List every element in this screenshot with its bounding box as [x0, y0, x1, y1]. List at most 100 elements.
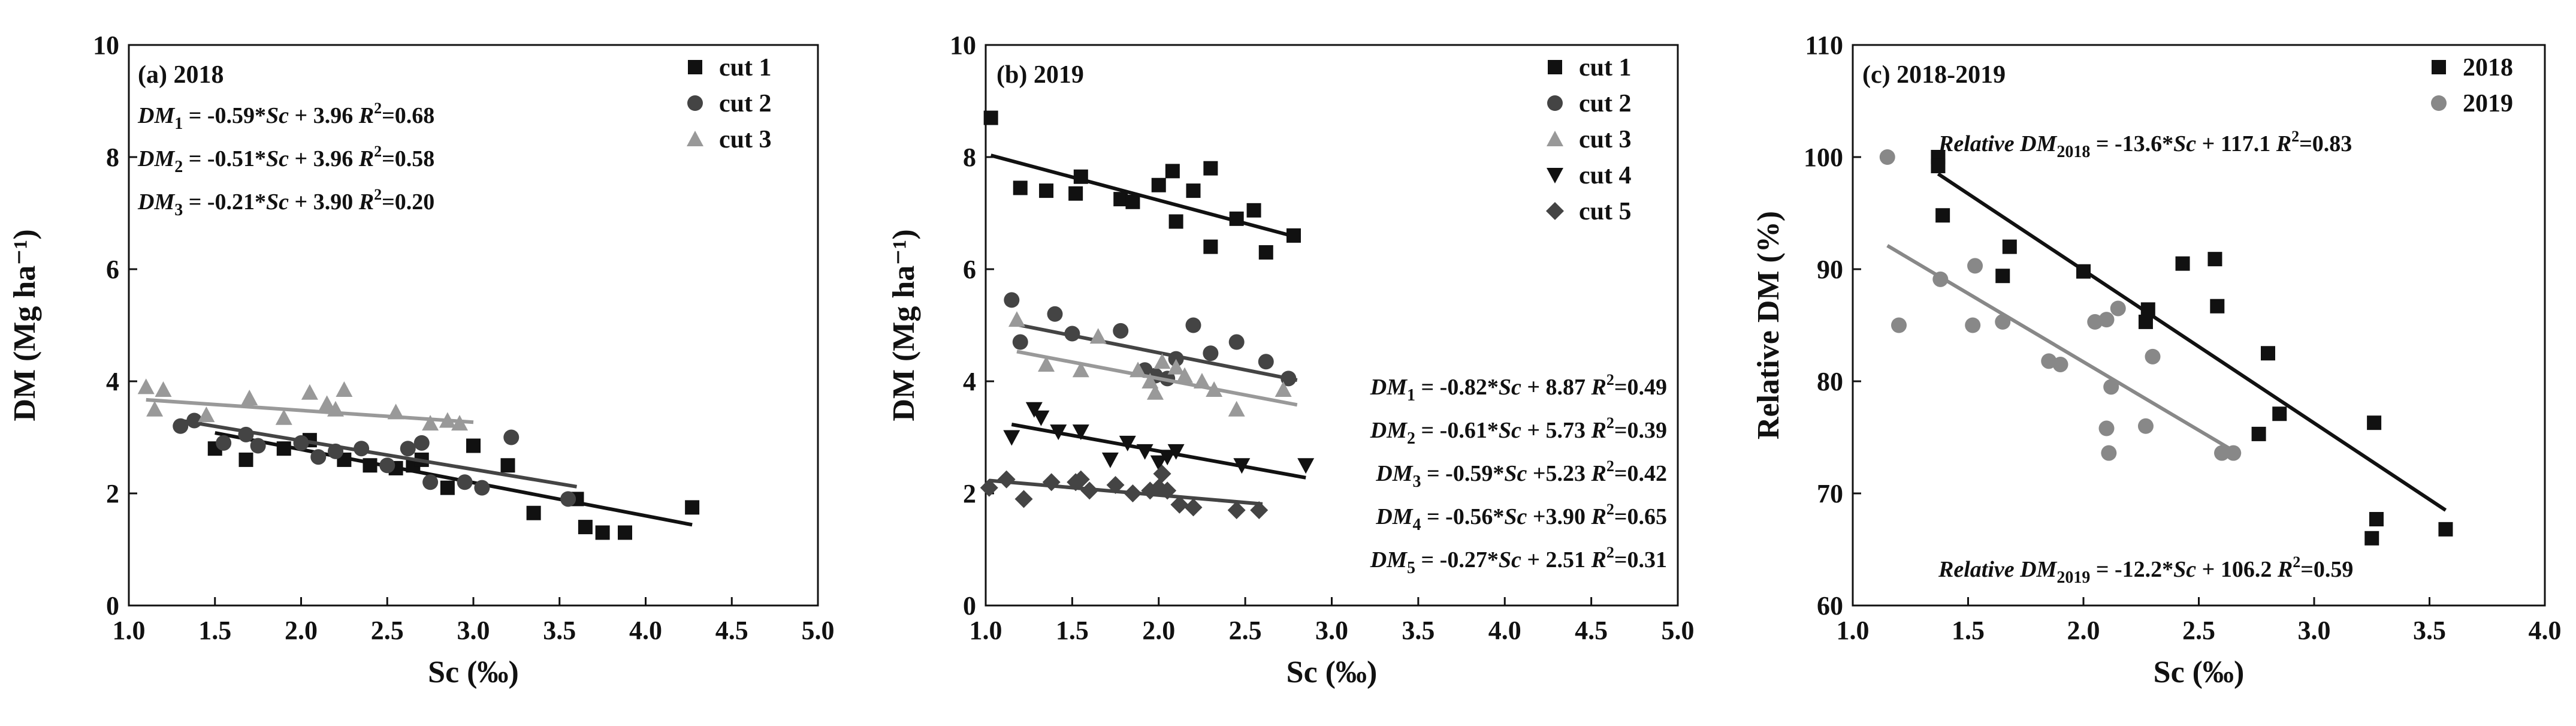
x-tick-label: 3.5	[1402, 616, 1435, 645]
data-point	[293, 435, 309, 451]
data-point	[1113, 323, 1129, 339]
y-tick-label: 2	[106, 479, 119, 508]
data-point	[1186, 183, 1201, 198]
data-point	[2087, 314, 2103, 330]
x-tick-label: 4.0	[629, 616, 662, 645]
legend-marker	[687, 95, 703, 111]
data-point	[422, 474, 439, 490]
eq-rhs: = -0.27*	[1415, 547, 1499, 573]
data-point	[1203, 161, 1218, 176]
eq-tail: + 117.1	[2196, 131, 2276, 156]
data-point	[1227, 501, 1246, 520]
y-tick-label: 4	[963, 367, 976, 396]
data-point	[2225, 445, 2242, 461]
y-tick-label: 6	[963, 255, 976, 284]
data-point	[1050, 424, 1067, 441]
data-point	[1064, 326, 1080, 342]
panel-tag: (a) 2018	[138, 61, 224, 89]
eq-rhs: = -0.61*	[1415, 418, 1499, 443]
series-cut-2	[1004, 292, 1298, 387]
regression-equation: DM1 = -0.82*Sc + 8.87 R2=0.49	[1370, 371, 1667, 405]
data-point	[2098, 420, 2115, 436]
y-tick-label: 4	[106, 367, 119, 396]
y-tick-label: 70	[1817, 479, 1843, 508]
data-point	[1146, 384, 1164, 400]
x-tick-label: 4.0	[2529, 616, 2562, 645]
eq-lhs: DM	[1370, 375, 1408, 400]
series-cut-1	[207, 431, 700, 540]
eq-rhs: = -0.56*	[1421, 504, 1505, 529]
data-point	[1039, 183, 1054, 198]
y-axis-label: Relative DM (%)	[1751, 211, 1786, 439]
data-point	[2261, 346, 2275, 361]
eq-superscript: 2	[374, 186, 382, 203]
data-point	[685, 500, 700, 515]
data-point	[1932, 271, 1949, 287]
data-point	[155, 381, 172, 397]
data-point	[1165, 164, 1180, 179]
data-point	[2210, 299, 2225, 314]
eq-lhs: Relative DM	[1938, 131, 2058, 156]
regression-equation: DM2 = -0.61*Sc + 5.73 R2=0.39	[1370, 414, 1667, 448]
data-point	[595, 525, 610, 540]
regression-equation: Relative DM2018 = -13.6*Sc + 117.1 R2=0.…	[1938, 128, 2352, 161]
data-point	[1167, 359, 1185, 375]
data-point	[1071, 470, 1090, 489]
x-tick-label: 1.5	[1952, 616, 1985, 645]
eq-subscript: 1	[174, 115, 183, 133]
data-point	[1995, 269, 2010, 284]
legend-label: cut 1	[1579, 54, 1632, 82]
data-point	[2251, 426, 2266, 441]
data-point	[1275, 381, 1292, 397]
y-tick-label: 10	[950, 31, 976, 60]
data-point	[503, 429, 520, 445]
data-point	[1228, 334, 1245, 350]
data-point	[1151, 177, 1166, 192]
data-point	[2137, 418, 2154, 434]
data-point	[440, 480, 455, 495]
regression-equation: DM5 = -0.27*Sc + 2.51 R2=0.31	[1370, 544, 1667, 577]
y-tick-label: 110	[1805, 31, 1843, 60]
legend-marker	[687, 131, 703, 146]
data-point	[1891, 317, 1907, 333]
data-point	[2110, 300, 2126, 317]
series-2018	[1931, 150, 2453, 546]
legend-label: 2019	[2463, 90, 2513, 118]
eq-r2-value: =0.31	[1614, 547, 1667, 573]
data-point	[1159, 450, 1176, 466]
eq-r2-value: =0.49	[1614, 375, 1667, 400]
eq-tail: + 3.96	[289, 146, 359, 171]
x-tick-label: 3.5	[2413, 616, 2446, 645]
data-point	[241, 390, 258, 406]
eq-subscript: 2019	[2056, 568, 2090, 587]
y-tick-label: 90	[1817, 255, 1843, 284]
data-point	[137, 378, 155, 394]
x-tick-label: 4.5	[1575, 616, 1608, 645]
data-point	[1193, 373, 1210, 388]
data-point	[2367, 415, 2382, 430]
eq-r: R	[1590, 375, 1606, 400]
data-point	[1032, 410, 1050, 426]
data-point	[1203, 239, 1218, 254]
panel-tag: (b) 2019	[996, 61, 1084, 89]
eq-rhs: = -13.6*	[2090, 131, 2173, 156]
data-point	[1229, 211, 1244, 226]
legend-marker	[1547, 95, 1563, 111]
data-point	[1013, 180, 1028, 195]
eq-r2-value: =0.39	[1614, 418, 1667, 443]
data-point	[2076, 264, 2091, 279]
data-point	[2002, 239, 2017, 254]
fit-line	[1016, 350, 1298, 407]
eq-superscript: 2	[374, 143, 382, 160]
eq-tail: + 5.73	[1521, 418, 1591, 443]
x-tick-label: 2.5	[2182, 616, 2215, 645]
eq-r: R	[1590, 504, 1606, 529]
data-point	[1089, 328, 1107, 344]
data-point	[1965, 317, 1981, 333]
eq-var: Sc	[266, 146, 289, 171]
data-point	[474, 480, 490, 496]
eq-tail: +3.90	[1527, 504, 1591, 529]
data-point	[238, 452, 253, 467]
legend-marker	[1548, 60, 1562, 74]
eq-var: Sc	[1504, 461, 1527, 486]
